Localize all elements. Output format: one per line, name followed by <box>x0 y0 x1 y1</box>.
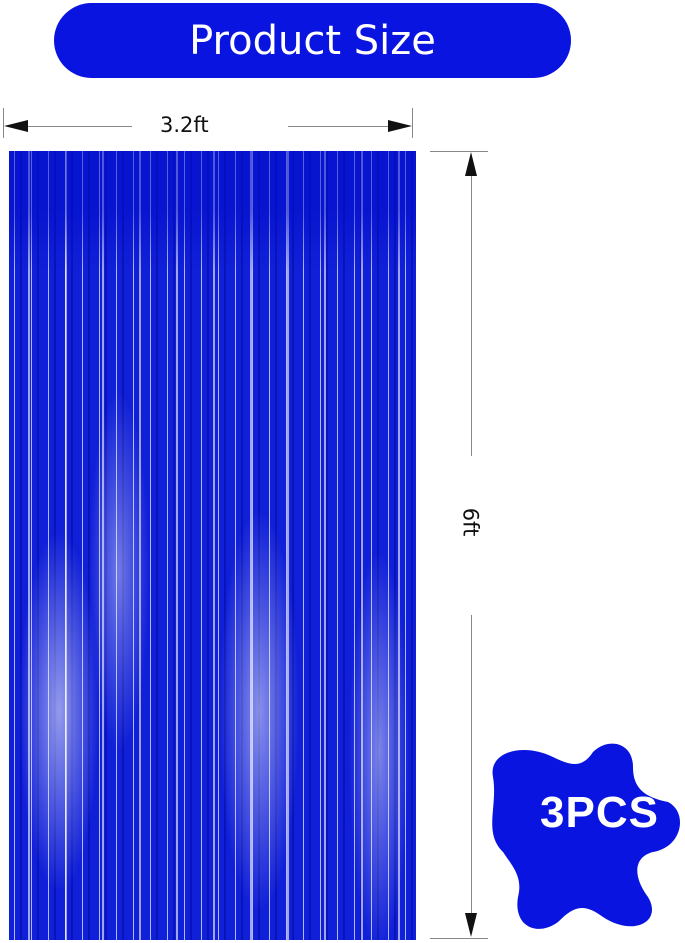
curtain-shine <box>9 151 416 940</box>
foil-fringe-curtain-image <box>9 151 416 940</box>
width-tick-right <box>412 108 413 138</box>
width-label: 3.2ft <box>160 113 209 137</box>
height-label: 6ft <box>458 507 483 537</box>
width-tick-left <box>3 108 4 138</box>
arrow-up-icon <box>465 152 477 176</box>
quantity-badge-text: 3PCS <box>540 788 659 837</box>
height-line-bottom <box>471 615 472 913</box>
height-line-top <box>471 176 472 456</box>
height-tick-bottom <box>430 938 488 939</box>
height-tick-top <box>430 151 488 152</box>
arrow-left-icon <box>4 120 28 132</box>
arrow-right-icon <box>388 120 412 132</box>
width-line-left <box>28 126 132 127</box>
splash-badge-shape <box>492 743 680 929</box>
width-line-right <box>288 126 388 127</box>
arrow-down-icon <box>465 913 477 937</box>
product-size-title: Product Size <box>54 3 571 78</box>
